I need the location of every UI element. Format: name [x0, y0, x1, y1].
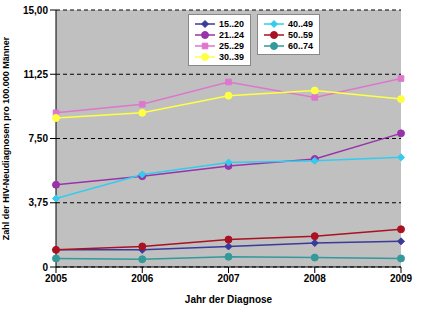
svg-text:2008: 2008: [304, 273, 327, 284]
html-text:15..20: 15..20: [219, 18, 244, 29]
html-text:40..49: 40..49: [288, 18, 314, 29]
html-text:21..24: 21..24: [219, 29, 244, 40]
svg-text:3,75: 3,75: [29, 197, 49, 208]
html-text:60..74: 60..74: [288, 40, 314, 51]
svg-text:Jahr der Diagnose: Jahr der Diagnose: [185, 294, 273, 305]
svg-text:2006: 2006: [131, 273, 154, 284]
svg-text:7,50: 7,50: [29, 133, 49, 144]
svg-text:2009: 2009: [390, 273, 413, 284]
svg-text:2007: 2007: [217, 273, 240, 284]
svg-text:15,00: 15,00: [23, 5, 48, 16]
svg-text:0: 0: [42, 262, 48, 273]
svg-text:Zahl der HIV-Neudiagnosen pro: Zahl der HIV-Neudiagnosen pro 100.000 Mä…: [8, 36, 11, 240]
html-text:25..29: 25..29: [219, 40, 244, 51]
svg-text:2005: 2005: [45, 273, 68, 284]
html-text:50..59: 50..59: [288, 29, 314, 40]
html-text:30..39: 30..39: [219, 51, 244, 62]
svg-text:11,25: 11,25: [24, 69, 49, 80]
